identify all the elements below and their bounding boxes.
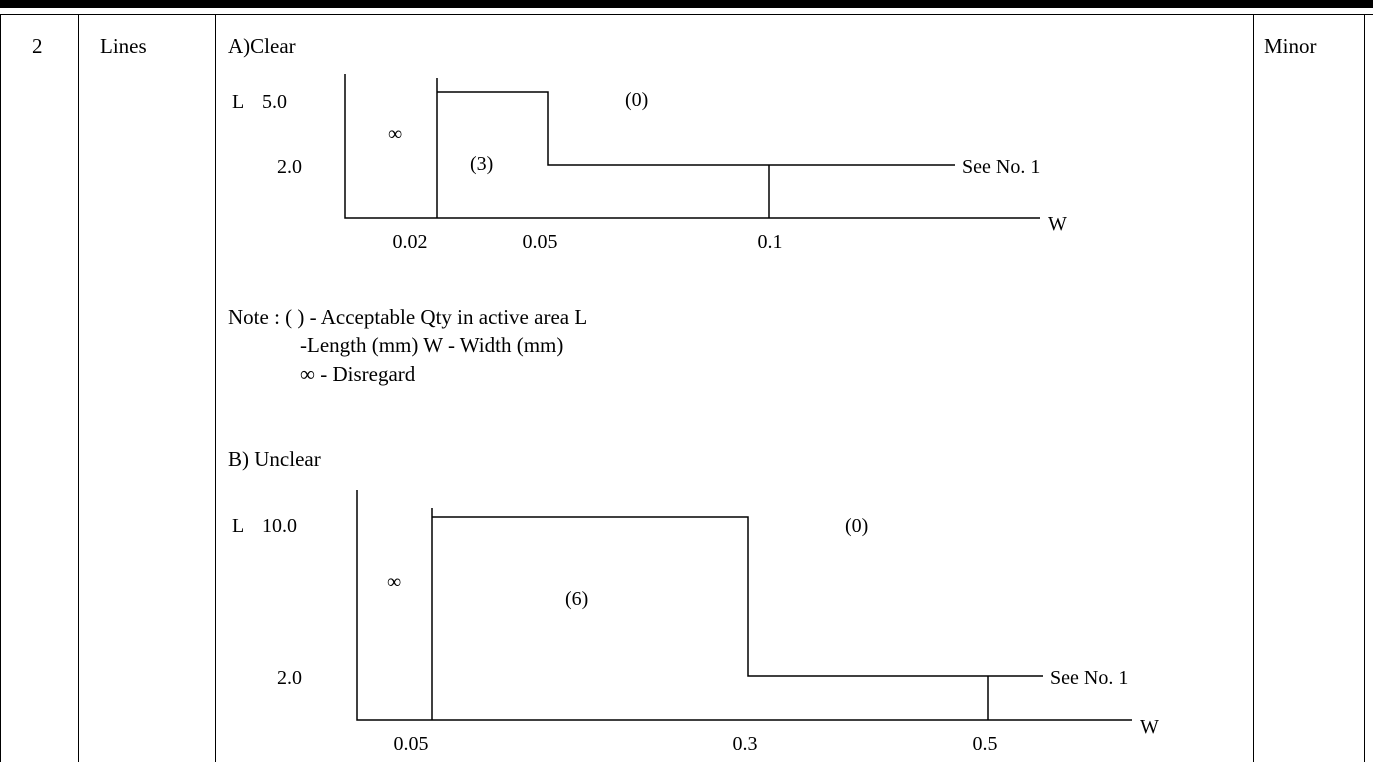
y-label-b: L xyxy=(232,515,244,537)
top-border xyxy=(0,0,1373,8)
region-b-disregard: ∞ xyxy=(387,571,401,593)
step-line-a xyxy=(437,91,955,166)
x-label-a: W xyxy=(1048,213,1067,235)
x-tick-a-3: 0.1 xyxy=(758,231,783,253)
region-a-disregard: ∞ xyxy=(388,123,402,145)
step-line-b xyxy=(432,516,1043,677)
y-tick-b-high: 10.0 xyxy=(262,515,297,537)
table-border-right xyxy=(1364,14,1365,762)
x-tick-b-3: 0.5 xyxy=(973,733,998,755)
y-tick-b-low: 2.0 xyxy=(277,667,302,689)
section-a-title: A)Clear xyxy=(228,34,296,58)
axes-a xyxy=(344,74,1040,219)
region-b-qty-6: (6) xyxy=(565,588,588,610)
table-border-left xyxy=(0,14,1,762)
axes-b xyxy=(356,490,1132,721)
x-tick-a-1: 0.02 xyxy=(393,231,428,253)
reference-a: See No. 1 xyxy=(962,156,1040,178)
region-b-qty-0: (0) xyxy=(845,515,868,537)
y-label-a: L xyxy=(232,91,244,113)
note-line-2: -Length (mm) W - Width (mm) xyxy=(300,333,564,357)
diagram-unclear xyxy=(356,490,1132,721)
row-top-border xyxy=(0,14,1373,15)
x-tick-b-1: 0.05 xyxy=(394,733,429,755)
y-tick-a-high: 5.0 xyxy=(262,91,287,113)
x-tick-a-2: 0.05 xyxy=(523,231,558,253)
reference-b: See No. 1 xyxy=(1050,667,1128,689)
diagram-clear xyxy=(344,74,1040,219)
region-a-qty-3: (3) xyxy=(470,153,493,175)
column-divider-1 xyxy=(78,14,79,762)
section-b-title: B) Unclear xyxy=(228,447,321,471)
column-divider-3 xyxy=(1253,14,1254,762)
column-divider-2 xyxy=(215,14,216,762)
y-tick-a-low: 2.0 xyxy=(277,156,302,178)
note-line-1: Note : ( ) - Acceptable Qty in active ar… xyxy=(228,305,588,329)
row-level: Minor xyxy=(1264,34,1317,58)
row-item: Lines xyxy=(100,34,147,58)
row-number: 2 xyxy=(32,34,43,58)
note-line-3: ∞ - Disregard xyxy=(300,362,416,386)
x-tick-b-2: 0.3 xyxy=(733,733,758,755)
x-label-b: W xyxy=(1140,716,1159,738)
region-a-qty-0: (0) xyxy=(625,89,648,111)
